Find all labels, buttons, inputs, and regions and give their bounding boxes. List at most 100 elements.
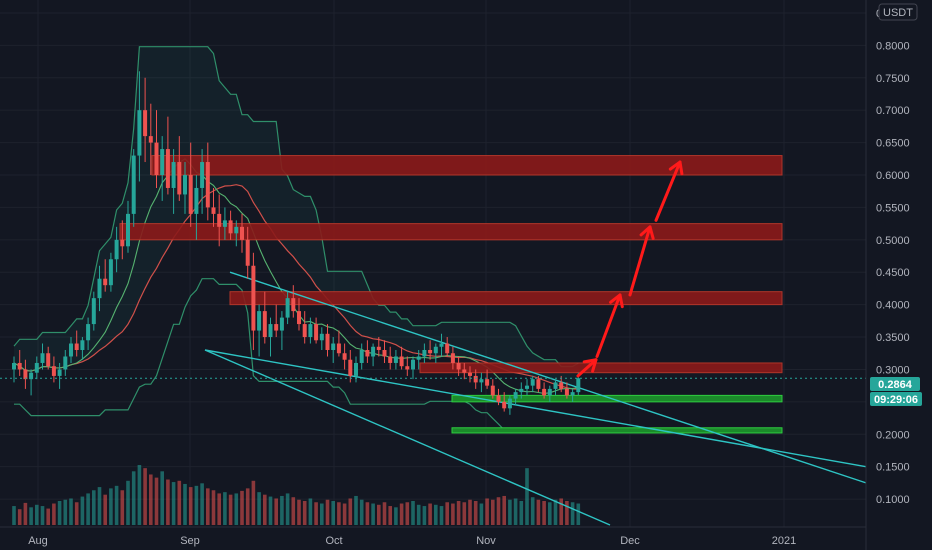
candle-body [302, 324, 307, 338]
candle-body [382, 350, 387, 357]
price-axis[interactable]: 0.10000.15000.20000.25000.30000.35000.40… [865, 0, 932, 550]
trendline-steep[interactable] [204, 349, 611, 526]
volume-bar [200, 483, 204, 525]
volume-bar [502, 495, 506, 525]
volume-bar [308, 498, 313, 525]
volume-bar [548, 502, 552, 525]
candle-body [274, 324, 279, 331]
volume-bar [348, 498, 353, 525]
volume-bar [536, 499, 541, 525]
volume-bar [508, 499, 512, 525]
time-axis[interactable]: Aug Sep Oct Nov Dec 2021 [0, 526, 866, 547]
trendlines[interactable] [204, 271, 867, 526]
lower-band-line [14, 278, 579, 434]
resistance-zone[interactable] [119, 223, 783, 241]
projection-arrow[interactable] [654, 160, 684, 222]
candle-body [114, 239, 119, 260]
volume-bar [382, 502, 387, 525]
volume-bar [29, 507, 33, 525]
candle-body [536, 379, 541, 389]
candle-body [490, 385, 495, 396]
candle-body [285, 298, 290, 318]
candle-body [433, 346, 438, 354]
volume-bar [445, 502, 449, 525]
resistance-zone[interactable] [151, 155, 783, 176]
volume-bar [149, 474, 153, 525]
candle-body [12, 362, 16, 370]
arrow-shaft [654, 160, 682, 222]
resistance-zone[interactable] [229, 291, 783, 306]
volume-bar [40, 506, 45, 525]
candle-body [388, 356, 393, 363]
candle-body [359, 350, 364, 363]
volume-bar [411, 501, 415, 525]
volume-bar [302, 501, 307, 525]
volume-bar [126, 480, 130, 525]
price-tick-label: 0.3500 [876, 332, 910, 344]
trendline-lower[interactable] [204, 349, 867, 468]
price-tick-label: 0.1500 [876, 462, 910, 474]
candle-body [354, 362, 358, 376]
volume-bar [12, 506, 16, 525]
drawn-zones[interactable] [119, 155, 783, 434]
price-tick-label: 0.4500 [876, 267, 910, 279]
time-tick-label: Dec [620, 535, 640, 547]
support-zone[interactable] [451, 394, 783, 403]
projection-arrows[interactable] [576, 160, 684, 378]
candle-body [525, 385, 529, 389]
current-price-label: 0.2864 [878, 379, 913, 391]
price-tick-label: 0.5000 [876, 235, 910, 247]
projection-arrow[interactable] [595, 293, 624, 358]
volume-bar [245, 488, 250, 525]
volume-bar [365, 502, 370, 525]
candle-body [325, 333, 330, 350]
volume-bar [52, 503, 56, 525]
volume-bar [17, 509, 22, 525]
volume-bar [416, 504, 421, 525]
volume-bar [206, 488, 210, 525]
volume-bar [103, 494, 107, 525]
volume-bar [74, 502, 79, 525]
price-tick-label: 0.7500 [876, 73, 910, 85]
currency-button[interactable]: USDT [878, 3, 918, 21]
volume-bar [228, 494, 233, 525]
candle-body [530, 379, 535, 386]
volume-bar [394, 507, 398, 525]
arrow-shaft [628, 225, 652, 297]
candle-body [69, 343, 73, 357]
candle-body [468, 372, 472, 376]
time-tick-label: 2021 [772, 535, 796, 547]
candle-body [194, 187, 199, 214]
candle-body [108, 259, 113, 286]
support-zone[interactable] [451, 427, 783, 434]
projection-arrow[interactable] [628, 225, 655, 297]
volume-bar [92, 490, 96, 525]
volume-bar [120, 490, 125, 525]
volume-bar [559, 498, 563, 525]
price-badges: 0.2864 09:29:06 [870, 377, 922, 406]
candle-body [91, 298, 96, 325]
candle-body [51, 366, 56, 376]
ma-line-red [13, 184, 579, 390]
volume-bar [154, 477, 159, 525]
resistance-zone[interactable] [419, 362, 783, 374]
volume-bar [377, 504, 381, 525]
volume-bar [530, 497, 535, 525]
candle-body [456, 362, 461, 370]
time-tick-label: Sep [180, 535, 200, 547]
volume-bar [405, 502, 410, 525]
candle-body [376, 346, 381, 350]
candle-body [86, 324, 91, 341]
projection-arrow[interactable] [576, 358, 598, 378]
volume-bar [473, 501, 478, 525]
volume-bar [496, 497, 501, 525]
volume-bar [434, 504, 438, 525]
candle-body [342, 353, 347, 360]
candle-body [553, 382, 558, 389]
volume-bar [491, 499, 495, 525]
candle-body [257, 311, 262, 331]
candle-body [228, 220, 233, 234]
candle-body [371, 346, 376, 357]
volume-bar [479, 503, 484, 525]
